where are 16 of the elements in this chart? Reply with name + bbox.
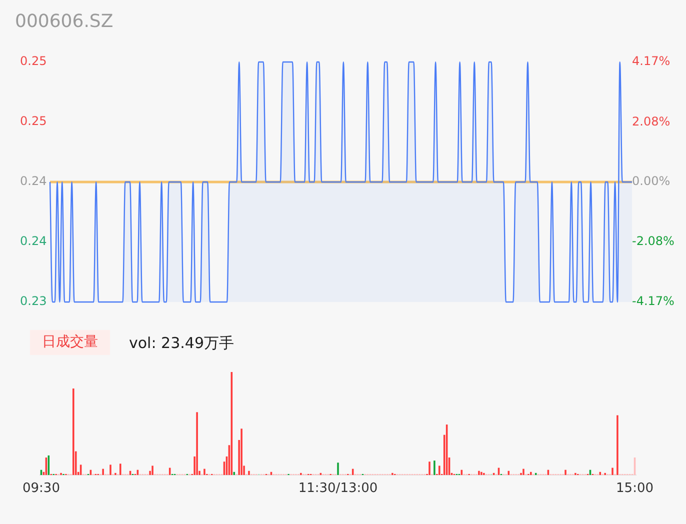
x-tick-label: 11:30/13:00	[298, 481, 378, 496]
y-tick-label: 0.24	[20, 174, 47, 188]
y2-tick-label: 0.00%	[632, 174, 670, 188]
chart-title: 000606.SZ	[15, 11, 114, 32]
chart-subtitle: vol: 23.49万手	[129, 333, 234, 354]
y-tick-label: 0.24	[20, 234, 47, 248]
y2-tick-label: -2.08%	[632, 234, 674, 248]
y2-tick-label: -4.17%	[632, 294, 674, 308]
y-tick-label: 0.25	[20, 54, 47, 68]
x-tick-label: 15:00	[616, 481, 654, 496]
chart-title: 日成交量	[30, 330, 110, 355]
y-tick-label: 0.23	[20, 294, 47, 308]
y-tick-label: 0.25	[20, 114, 47, 128]
y2-tick-label: 4.17%	[632, 54, 670, 68]
x-tick-label: 09:30	[22, 481, 60, 496]
y2-tick-label: 2.08%	[632, 114, 670, 128]
